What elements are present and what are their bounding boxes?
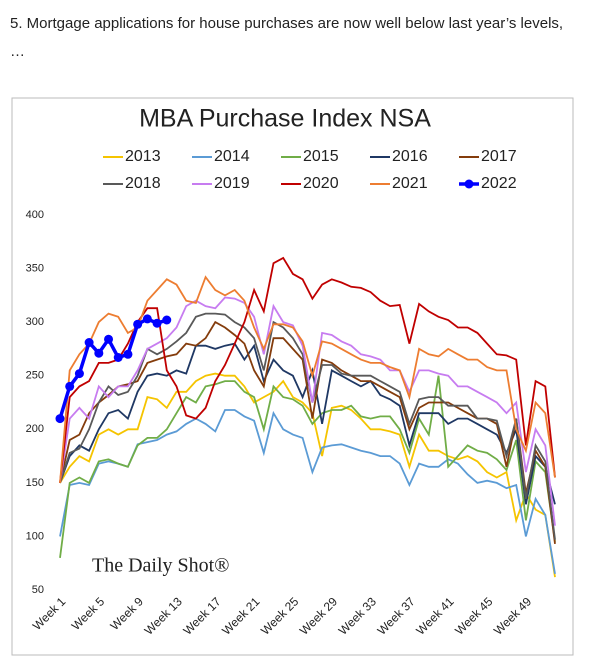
point (162, 315, 172, 325)
point (113, 353, 123, 362)
y-tick-label: 150 (26, 477, 44, 489)
legend-label: 2018 (125, 175, 161, 192)
legend-label: 2013 (125, 148, 161, 165)
y-tick-label: 100 (26, 530, 44, 542)
y-tick-label: 200 (26, 423, 44, 435)
series-line (59, 409, 556, 575)
legend-label: 2019 (214, 175, 250, 192)
legend-label: 2016 (392, 148, 428, 165)
y-tick-label: 400 (26, 209, 44, 221)
series-line (59, 372, 556, 578)
point (74, 369, 84, 379)
watermark: The Daily Shot® (92, 555, 229, 577)
point (104, 334, 114, 344)
y-tick-label: 350 (26, 262, 44, 274)
series-line (59, 275, 556, 483)
legend-label: 2014 (214, 148, 250, 165)
series-line (59, 296, 556, 526)
legend-label: 2022 (481, 175, 517, 192)
series-line (59, 320, 556, 545)
legend-marker (464, 179, 474, 189)
point (65, 381, 75, 391)
caption: 5. Mortgage applications for house purch… (10, 15, 564, 60)
legend-label: 2017 (481, 148, 517, 165)
y-tick-label: 250 (26, 370, 44, 382)
legend-label: 2021 (392, 175, 428, 192)
legend-label: 2015 (303, 148, 339, 165)
point (152, 318, 162, 328)
point (94, 348, 104, 358)
point (55, 414, 65, 424)
point (123, 349, 133, 359)
series-line (59, 375, 556, 559)
point (142, 314, 152, 324)
y-tick-label: 50 (32, 584, 44, 596)
legend-label: 2020 (303, 175, 339, 192)
point (84, 338, 94, 347)
y-tick-label: 300 (26, 316, 44, 328)
chart-title: MBA Purchase Index NSA (139, 105, 431, 133)
point (133, 319, 143, 329)
